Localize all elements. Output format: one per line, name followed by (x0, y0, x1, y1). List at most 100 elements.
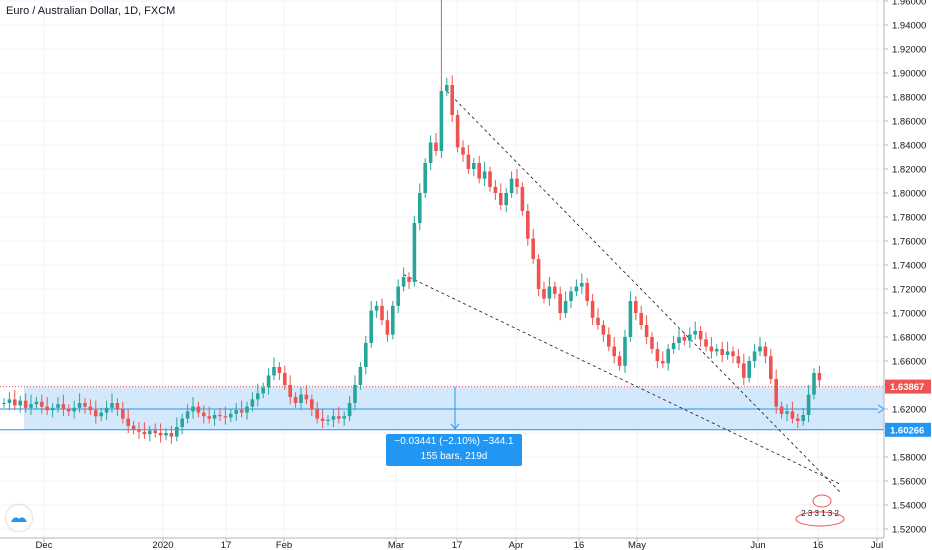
candle-body[interactable] (720, 349, 724, 355)
candle-body[interactable] (569, 291, 573, 301)
candle-body[interactable] (315, 409, 319, 419)
candle-body[interactable] (758, 346, 762, 352)
candle-body[interactable] (698, 331, 703, 340)
price-axis[interactable]: 1.520001.540001.560001.580001.600001.620… (883, 0, 931, 538)
candle-body[interactable] (607, 334, 611, 347)
candle-body[interactable] (661, 361, 665, 364)
candle-body[interactable] (623, 337, 627, 366)
candle-body[interactable] (137, 429, 141, 432)
candle-body[interactable] (499, 193, 503, 205)
candle-body[interactable] (23, 400, 28, 408)
candle-body[interactable] (450, 85, 454, 115)
candle-body[interactable] (671, 343, 676, 349)
candle-body[interactable] (40, 401, 44, 407)
candle-body[interactable] (731, 351, 735, 357)
candle-body[interactable] (493, 187, 498, 193)
candle-body[interactable] (677, 337, 681, 343)
candle-body[interactable] (250, 399, 255, 407)
candle-body[interactable] (272, 367, 276, 376)
candle-body[interactable] (67, 409, 71, 412)
candle-body[interactable] (455, 115, 460, 148)
candle-body[interactable] (99, 412, 103, 417)
candle-body[interactable] (169, 433, 174, 437)
candle-body[interactable] (639, 313, 643, 325)
candle-body[interactable] (239, 410, 244, 413)
candle-body[interactable] (266, 375, 271, 388)
time-axis[interactable]: Dec 2020 17 Feb Mar 17 Apr 16 May Jun 16 Jul (0, 537, 884, 550)
candle-body[interactable] (83, 403, 87, 407)
candle-body[interactable] (488, 171, 492, 187)
candle-body[interactable] (796, 418, 800, 421)
candle-body[interactable] (590, 301, 595, 318)
candle-body[interactable] (2, 403, 6, 404)
candle-body[interactable] (644, 325, 649, 337)
candle-body[interactable] (385, 320, 390, 335)
candle-body[interactable] (104, 407, 109, 413)
candle-body[interactable] (158, 433, 163, 436)
candle-body[interactable] (531, 238, 535, 259)
candle-body[interactable] (547, 286, 552, 299)
event-marker-icon[interactable] (795, 511, 845, 527)
candle-body[interactable] (56, 404, 60, 408)
candle-body[interactable] (358, 367, 363, 385)
candle-body[interactable] (612, 346, 616, 357)
candle-body[interactable] (742, 363, 746, 378)
candle-body[interactable] (520, 187, 525, 211)
candle-body[interactable] (115, 403, 120, 409)
candle-body[interactable] (482, 171, 487, 179)
candle-body[interactable] (558, 293, 562, 313)
candle-body[interactable] (563, 301, 568, 313)
candle-body[interactable] (374, 305, 379, 311)
candle-body[interactable] (682, 337, 687, 341)
candle-body[interactable] (364, 343, 368, 367)
candle-body[interactable] (445, 85, 449, 91)
candle-body[interactable] (337, 416, 341, 419)
candle-body[interactable] (806, 394, 811, 415)
candle-body[interactable] (628, 301, 633, 337)
candle-body[interactable] (461, 147, 465, 155)
candle-body[interactable] (466, 154, 471, 169)
candle-body[interactable] (634, 301, 638, 313)
candle-body[interactable] (218, 415, 222, 417)
candle-body[interactable] (504, 193, 508, 205)
candle-body[interactable] (769, 356, 773, 379)
candle-body[interactable] (77, 403, 82, 408)
candle-body[interactable] (763, 346, 768, 357)
candle-body[interactable] (725, 351, 730, 355)
candle-body[interactable] (774, 379, 778, 407)
candle-body[interactable] (34, 401, 39, 405)
candle-body[interactable] (396, 286, 400, 306)
candle-body[interactable] (61, 404, 66, 409)
tradingview-logo-icon[interactable] (6, 505, 32, 531)
candle-body[interactable] (148, 430, 152, 435)
candle-body[interactable] (747, 361, 751, 378)
candle-body[interactable] (245, 406, 249, 413)
candle-body[interactable] (29, 404, 33, 408)
candle-body[interactable] (142, 431, 147, 435)
candle-body[interactable] (88, 406, 93, 411)
candle-body[interactable] (229, 413, 233, 418)
candle-body[interactable] (380, 305, 384, 321)
candle-body[interactable] (779, 406, 784, 414)
candle-body[interactable] (320, 418, 325, 421)
candle-body[interactable] (423, 163, 427, 193)
candle-body[interactable] (439, 91, 444, 151)
candle-body[interactable] (191, 406, 195, 412)
candle-body[interactable] (401, 277, 406, 287)
candle-body[interactable] (234, 410, 238, 414)
candle-body[interactable] (650, 337, 654, 349)
candle-body[interactable] (164, 433, 168, 436)
candle-body[interactable] (299, 394, 303, 403)
candle-body[interactable] (202, 412, 206, 417)
candle-body[interactable] (526, 211, 530, 239)
candle-body[interactable] (509, 178, 514, 193)
candle-body[interactable] (369, 310, 373, 343)
candle-body[interactable] (304, 394, 309, 400)
candle-body[interactable] (50, 407, 55, 411)
candle-body[interactable] (736, 356, 741, 364)
candle-body[interactable] (536, 259, 541, 289)
candles[interactable] (2, 0, 822, 444)
candle-body[interactable] (428, 142, 433, 163)
candle-body[interactable] (693, 331, 697, 335)
